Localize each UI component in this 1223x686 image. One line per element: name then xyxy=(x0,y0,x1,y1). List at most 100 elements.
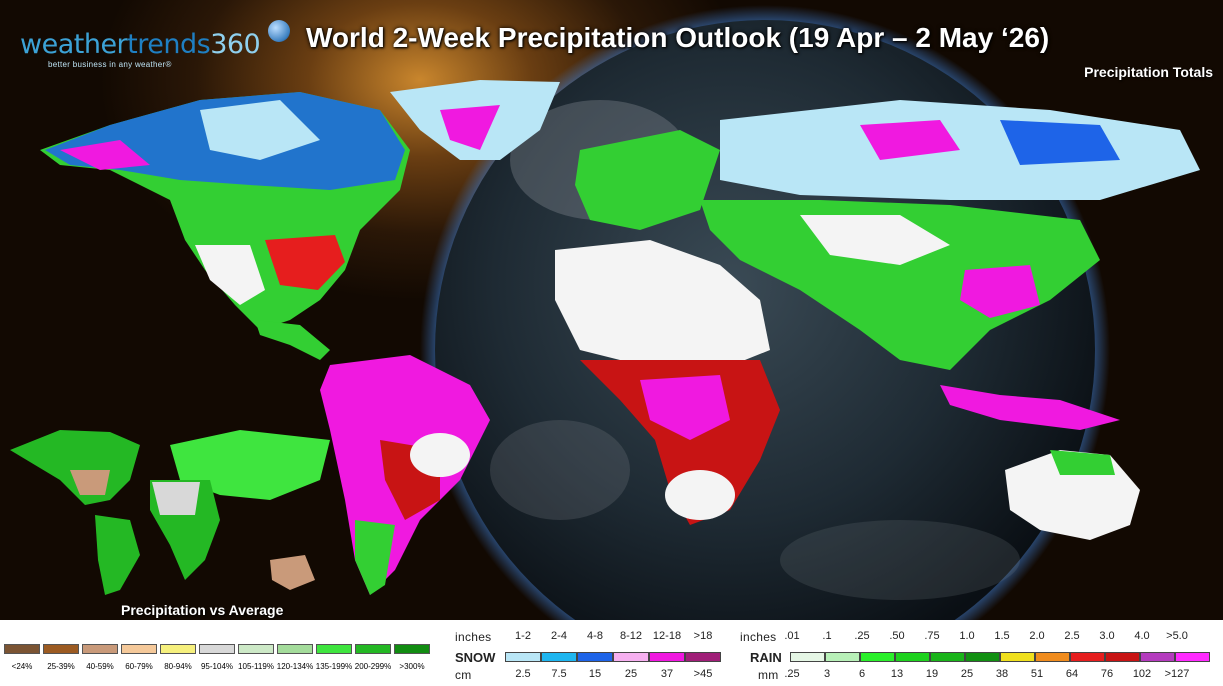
snow-swatch xyxy=(541,652,577,662)
region-central-america xyxy=(255,320,330,360)
inset-map xyxy=(10,430,330,595)
rain-mm-tick: 64 xyxy=(1065,668,1079,680)
rain-inches-tick: 3.0 xyxy=(1099,630,1115,642)
pva-label: 25-39% xyxy=(47,662,75,671)
rain-mm-tick: 3 xyxy=(823,668,831,680)
region-australia-north xyxy=(1050,450,1115,475)
rain-inches-label: inches xyxy=(740,630,777,644)
rain-mm-label: mm xyxy=(758,668,779,682)
snow-inches-tick: 8-12 xyxy=(619,630,643,642)
snow-inches-tick: 1-2 xyxy=(515,630,531,642)
rain-mm-tick: 6 xyxy=(858,668,866,680)
snow-light xyxy=(200,100,320,160)
logo-wordmark: weathertrends360 xyxy=(20,30,280,60)
rain-inches-tick: .50 xyxy=(889,630,905,642)
rain-inches-tick: .75 xyxy=(924,630,940,642)
rain-swatch xyxy=(1140,652,1175,662)
rain-swatch xyxy=(825,652,860,662)
rain-inches-tick: >5.0 xyxy=(1166,630,1188,642)
region-africa-north xyxy=(555,240,770,370)
pva-label: 80-94% xyxy=(164,662,192,671)
inset-north-america-dry xyxy=(70,470,110,495)
pva-label: 40-59% xyxy=(86,662,114,671)
rain-inches-tick: .1 xyxy=(822,630,832,642)
rain-inches-tick: 4.0 xyxy=(1134,630,1150,642)
snow-swatch xyxy=(613,652,649,662)
inset-map-label: Precipitation vs Average xyxy=(121,602,284,618)
rain-mm-tick: 25 xyxy=(960,668,974,680)
legend-bar: <24% 25-39% 40-59% 60-79% 80-94% 95-104% 105-1… xyxy=(0,620,1223,686)
inset-north-america xyxy=(10,430,140,505)
rain-mm-tick: 76 xyxy=(1100,668,1114,680)
snow-cm-label: cm xyxy=(455,668,472,682)
snow-swatch xyxy=(577,652,613,662)
rain-mm-tick: 19 xyxy=(925,668,939,680)
rain-inches-tick: .01 xyxy=(784,630,800,642)
rain-swatch xyxy=(895,652,930,662)
logo-tagline: better business in any weather® xyxy=(48,60,172,69)
region-asia xyxy=(700,200,1100,370)
snow-swatch xyxy=(649,652,685,662)
region-us-east-heavy xyxy=(265,235,345,290)
region-indonesia xyxy=(940,385,1120,430)
rain-inches-tick: 2.0 xyxy=(1029,630,1045,642)
globe-icon xyxy=(268,20,290,42)
inset-south-america xyxy=(95,515,140,595)
snow-magenta xyxy=(60,140,150,170)
snow-inches-tick: 4-8 xyxy=(587,630,603,642)
pva-swatch xyxy=(160,644,196,654)
pva-swatch xyxy=(82,644,118,654)
rain-swatch xyxy=(1035,652,1070,662)
precipitation-map xyxy=(10,5,1200,620)
logo-part-weather: weather xyxy=(20,29,128,60)
region-europe xyxy=(575,130,720,230)
rain-mm-tick: 102 xyxy=(1132,668,1152,680)
pva-label: 135-199% xyxy=(315,662,353,671)
rain-mm-tick: 51 xyxy=(1030,668,1044,680)
rain-swatch xyxy=(930,652,965,662)
logo-part-trends: trends xyxy=(127,29,211,60)
rain-swatch xyxy=(1175,652,1210,662)
snow-cm-tick: 37 xyxy=(660,668,674,680)
rain-mm-tick: >127 xyxy=(1164,668,1190,680)
snow-inches-label: inches xyxy=(455,630,492,644)
snow-inches-tick: >18 xyxy=(693,630,713,642)
inset-australia xyxy=(270,555,315,590)
rain-mm-tick: .25 xyxy=(784,668,800,680)
page-subtitle: Precipitation Totals xyxy=(1084,64,1213,80)
pva-swatch xyxy=(238,644,274,654)
pva-label: 95-104% xyxy=(200,662,234,671)
region-asia-dry xyxy=(800,215,950,265)
brand-logo: weathertrends360 better business in any … xyxy=(20,20,290,80)
map-scene: weathertrends360 better business in any … xyxy=(0,0,1223,620)
pva-label: <24% xyxy=(11,662,33,671)
rain-swatch xyxy=(790,652,825,662)
rain-inches-tick: 1.5 xyxy=(994,630,1010,642)
page-title: World 2-Week Precipitation Outlook (19 A… xyxy=(306,22,1050,53)
pva-swatch xyxy=(4,644,40,654)
pva-swatch xyxy=(43,644,79,654)
pva-swatch xyxy=(277,644,313,654)
rain-inches-tick: 2.5 xyxy=(1064,630,1080,642)
region-africa-magenta xyxy=(640,375,730,440)
region-us-west-dry xyxy=(195,245,265,305)
rain-mm-tick: 13 xyxy=(890,668,904,680)
rain-swatch xyxy=(860,652,895,662)
pva-swatch xyxy=(316,644,352,654)
cloud-swirl xyxy=(490,420,630,520)
rain-inches-tick: 1.0 xyxy=(959,630,975,642)
pva-label: 120-134% xyxy=(276,662,314,671)
snow-cm-tick: 7.5 xyxy=(551,668,567,680)
region-china-heavy xyxy=(960,265,1040,318)
cloud-swirl xyxy=(780,520,1020,600)
snow-cm-tick: 15 xyxy=(588,668,602,680)
snow-magenta xyxy=(860,120,960,160)
rain-swatch xyxy=(1000,652,1035,662)
rain-inches-tick: .25 xyxy=(854,630,870,642)
rain-swatch xyxy=(965,652,1000,662)
pva-swatch xyxy=(199,644,235,654)
snow-dark xyxy=(1000,120,1120,165)
region-sa-dry xyxy=(410,433,470,477)
snow-cm-tick: 25 xyxy=(624,668,638,680)
rain-row-label: RAIN xyxy=(750,650,782,665)
